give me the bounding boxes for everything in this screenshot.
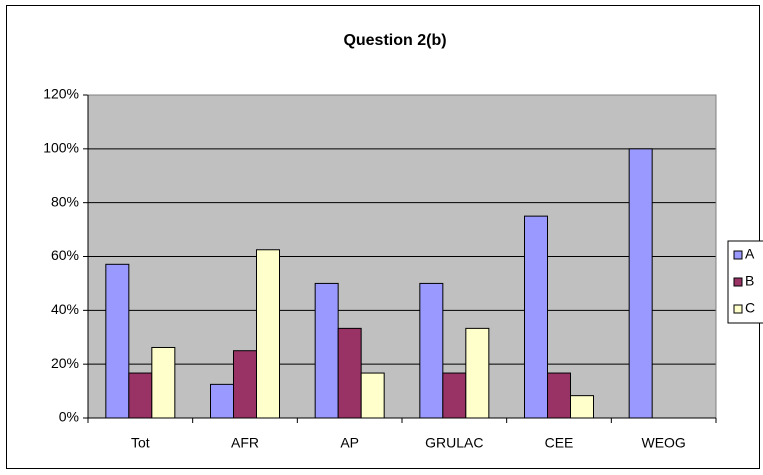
legend-swatch [733, 250, 743, 260]
bar [628, 148, 653, 419]
x-tick-label: GRULAC [425, 435, 483, 451]
x-tick-label: Tot [131, 435, 150, 451]
x-tick-label: WEOG [641, 435, 685, 451]
y-tick-label: 20% [51, 355, 79, 371]
bar [314, 282, 339, 419]
legend-label: B [745, 273, 754, 289]
y-tick-label: 80% [51, 193, 79, 209]
x-tick-label: AP [340, 435, 359, 451]
bar [419, 282, 444, 419]
x-tick-label: CEE [545, 435, 574, 451]
bar [360, 372, 385, 419]
bar [570, 395, 594, 419]
bar [233, 350, 257, 419]
legend-swatch [733, 277, 743, 287]
y-tick-label: 60% [51, 247, 79, 263]
legend-label: A [745, 246, 755, 262]
bar [128, 372, 153, 419]
chart-title: Question 2(b) [343, 32, 446, 49]
bar [256, 249, 280, 419]
bar [105, 263, 130, 419]
x-tick-label: AFR [231, 435, 259, 451]
bar [465, 327, 490, 419]
legend-swatch [733, 304, 743, 314]
y-tick-label: 120% [43, 86, 79, 102]
bar [547, 372, 571, 419]
y-tick-label: 100% [43, 140, 79, 156]
y-tick-label: 40% [51, 301, 79, 317]
legend-label: C [745, 300, 755, 316]
bar [524, 215, 548, 419]
bar [337, 327, 362, 419]
bar [442, 372, 467, 419]
bar [210, 383, 234, 419]
y-tick-label: 0% [59, 409, 79, 425]
bar [151, 346, 176, 419]
